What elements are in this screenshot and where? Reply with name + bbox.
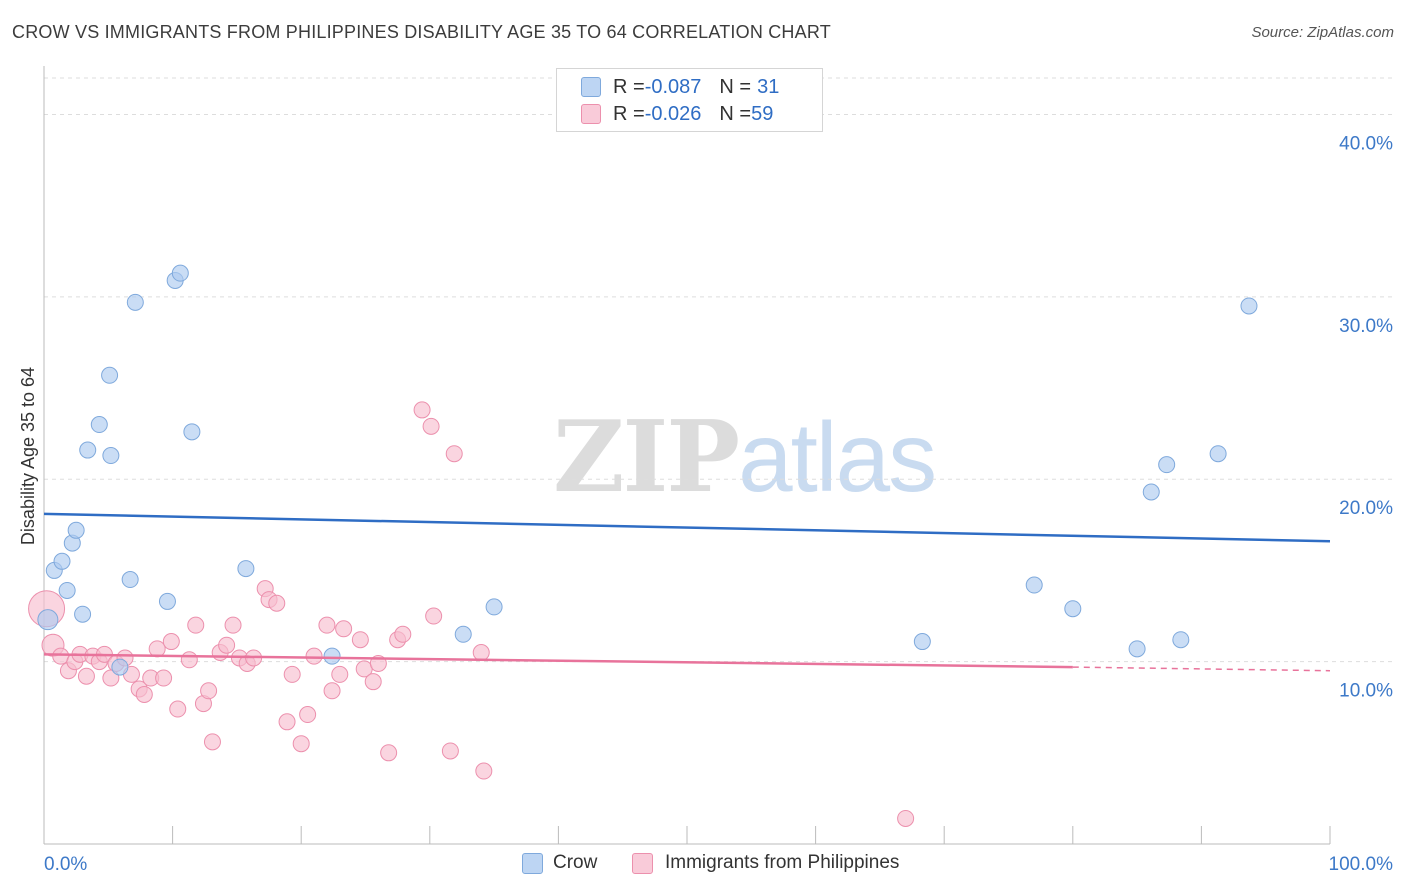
- crow-point: [237, 560, 255, 578]
- phil-point: [268, 594, 286, 612]
- crow-point: [121, 571, 139, 589]
- crow-point: [1158, 456, 1176, 474]
- phil-point: [305, 647, 323, 665]
- phil-point: [77, 667, 95, 685]
- crow-point: [1209, 445, 1227, 463]
- phil-point: [422, 417, 440, 435]
- source-label: Source: ZipAtlas.com: [1251, 24, 1394, 41]
- crow-point: [111, 658, 129, 676]
- legend-row-phil: R = -0.026 N = 59: [581, 102, 773, 126]
- phil-point: [169, 700, 187, 718]
- crow-r-value: -0.087: [644, 75, 702, 98]
- phil-swatch-icon: [581, 104, 601, 124]
- phil-point: [180, 651, 198, 669]
- watermark-zip: ZIP: [553, 400, 740, 515]
- watermark-atlas: atlas: [738, 402, 937, 512]
- phil-point: [162, 633, 180, 651]
- crow-point: [1172, 631, 1190, 649]
- phil-point: [335, 620, 353, 638]
- crow-point: [53, 552, 71, 570]
- phil-point: [472, 644, 490, 661]
- phil-point: [897, 809, 915, 827]
- phil-point: [224, 616, 242, 634]
- watermark: ZIPatlas: [553, 400, 937, 515]
- phil-point: [425, 607, 443, 625]
- x-tick-label: 100.0%: [1329, 854, 1394, 875]
- crow-point: [913, 633, 931, 651]
- crow-point: [126, 293, 144, 311]
- phil-point: [351, 631, 369, 649]
- crow-point: [183, 423, 201, 441]
- crow-swatch-icon: [581, 77, 601, 97]
- y-tick-label: 40.0%: [1339, 133, 1393, 154]
- phil-trend-extension: [1072, 666, 1331, 672]
- phil-point: [283, 665, 301, 683]
- legend-item-crow: Crow: [522, 852, 597, 874]
- phil-point: [364, 673, 382, 691]
- phil-point: [318, 616, 336, 634]
- phil-point: [292, 735, 310, 753]
- phil-n-value: 59: [751, 102, 774, 125]
- phil-trend-line: [43, 653, 1073, 669]
- correlation-legend: R = -0.087 N = 31 R = -0.026 N = 59: [556, 68, 823, 132]
- phil-point: [155, 669, 173, 687]
- phil-point: [413, 401, 431, 419]
- crow-point: [58, 581, 76, 599]
- phil-point: [331, 665, 349, 683]
- x-tick-label: 0.0%: [44, 854, 87, 875]
- crow-point: [485, 598, 503, 616]
- crow-legend-icon: [522, 852, 543, 874]
- y-axis-label: Disability Age 35 to 64: [18, 367, 38, 545]
- crow-point: [158, 592, 176, 610]
- crow-point: [323, 647, 341, 665]
- phil-r-label: R =: [613, 102, 645, 125]
- crow-point: [1064, 600, 1082, 618]
- crow-point: [74, 605, 92, 623]
- phil-point: [441, 742, 459, 760]
- crow-point: [1142, 483, 1160, 501]
- phil-point: [135, 685, 153, 703]
- phil-n-label: N =: [719, 102, 752, 125]
- phil-point: [445, 445, 463, 463]
- phil-point: [52, 647, 70, 665]
- legend-label-crow: Crow: [553, 852, 598, 873]
- phil-point: [278, 713, 296, 731]
- crow-n-value: 31: [757, 75, 780, 98]
- phil-point: [323, 682, 341, 700]
- crow-point: [171, 264, 189, 282]
- crow-r-label: R =: [613, 75, 645, 98]
- crow-point: [101, 366, 119, 384]
- crow-n-label: N =: [719, 75, 752, 98]
- y-tick-label: 30.0%: [1339, 316, 1393, 337]
- phil-point: [475, 762, 493, 780]
- crow-point: [37, 609, 59, 631]
- y-tick-label: 10.0%: [1339, 681, 1393, 702]
- crow-point: [67, 521, 85, 539]
- legend-item-phil: Immigrants from Philippines: [632, 852, 899, 874]
- crow-point: [90, 416, 108, 434]
- crow-trend-line: [43, 512, 1331, 543]
- crow-point: [454, 625, 472, 643]
- legend-row-crow: R = -0.087 N = 31: [581, 75, 779, 99]
- legend-label-phil: Immigrants from Philippines: [665, 852, 900, 873]
- phil-legend-icon: [632, 852, 653, 874]
- crow-point: [1025, 576, 1043, 594]
- phil-point: [203, 733, 221, 751]
- phil-point: [380, 744, 398, 762]
- chart-title: CROW VS IMMIGRANTS FROM PHILIPPINES DISA…: [12, 22, 831, 42]
- phil-r-value: -0.026: [644, 102, 702, 125]
- phil-point: [394, 625, 412, 643]
- series-legend: Crow Immigrants from Philippines: [0, 852, 1406, 878]
- crow-point: [102, 447, 120, 465]
- crow-point: [79, 441, 97, 459]
- y-tick-label: 20.0%: [1339, 498, 1393, 519]
- phil-point: [200, 682, 218, 700]
- phil-point: [218, 636, 236, 654]
- phil-point: [299, 706, 317, 724]
- phil-point: [187, 616, 205, 634]
- crow-point: [1128, 640, 1146, 658]
- crow-point: [1240, 297, 1258, 315]
